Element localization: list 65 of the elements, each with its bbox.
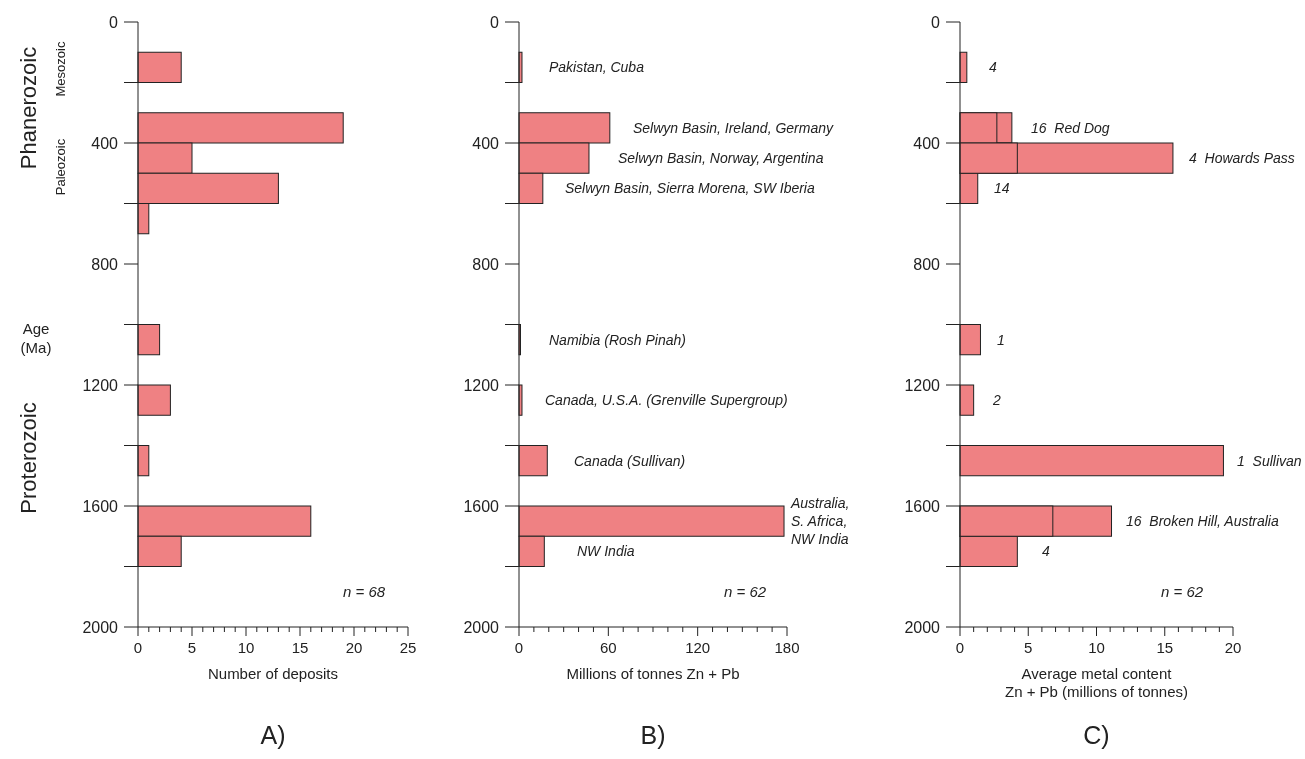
annotation: Selwyn Basin, Ireland, Germany [633, 120, 834, 136]
y-tick-label: 1200 [463, 376, 500, 394]
annotation: Canada (Sullivan) [574, 453, 686, 469]
text: Mesozoic [52, 41, 68, 97]
x-tick-label: 10 [1088, 639, 1105, 656]
x-axis-title: Average metal content Zn + Pb (millions of tonnes) [1005, 665, 1188, 700]
annotation: n = 62 [1161, 582, 1204, 600]
annotation: Selwyn Basin, Sierra Morena, SW Iberia [565, 180, 815, 196]
annotation: 1 [997, 332, 1005, 348]
x-tick-label: 0 [133, 639, 143, 656]
x-axis-title: Millions of tonnes Zn + Pb [566, 665, 740, 682]
y-tick-label: 0 [931, 13, 941, 31]
x-tick-label: 20 [1224, 639, 1242, 656]
annotation: n = 62 [724, 582, 767, 600]
annotation: Namibia (Rosh Pinah) [549, 332, 686, 348]
y-tick-label: 2000 [463, 618, 500, 636]
annotation: 14 [994, 180, 1010, 196]
x-tick-label: 120 [685, 639, 711, 656]
text: C) [1083, 721, 1110, 749]
x-axis-title: Number of deposits [207, 665, 339, 682]
y-tick-label: 800 [913, 255, 941, 273]
y-tick-label: 2000 [82, 618, 119, 636]
y-tick-label: 1200 [82, 376, 119, 394]
x-tick-label: 15 [291, 639, 309, 656]
y-tick-label: 400 [91, 134, 119, 152]
annotation: 4 [989, 59, 997, 75]
x-tick-label: 0 [514, 639, 524, 656]
y-tick-label: 800 [472, 255, 500, 273]
y-tick-label: 400 [913, 134, 941, 152]
y-tick-label: 2000 [904, 618, 941, 636]
x-tick-label: 15 [1156, 639, 1174, 656]
annotation: Canada, U.S.A. (Grenville Supergroup) [545, 392, 788, 408]
annotation: 4 [1042, 543, 1050, 559]
y-tick-label: 400 [472, 134, 500, 152]
annotation: NW India [577, 543, 635, 559]
x-tick-label: 25 [399, 639, 417, 656]
text: Australia, S. Africa, NW India [790, 495, 850, 547]
x-tick-label: 5 [187, 639, 197, 656]
text: Proterozoic [15, 402, 41, 514]
y-axis-title: Age (Ma) [20, 319, 52, 356]
y-tick-label: 0 [109, 13, 119, 31]
text: B) [640, 721, 666, 749]
annotation: 16 Red Dog [1031, 120, 1110, 136]
annotation: Selwyn Basin, Norway, Argentina [618, 150, 824, 166]
annotation: 16 Broken Hill, Australia [1126, 513, 1279, 529]
y-tick-label: 1600 [463, 497, 500, 515]
y-tick-label: 0 [490, 13, 500, 31]
text: A) [260, 721, 286, 749]
x-tick-label: 60 [599, 639, 617, 656]
y-tick-label: 1600 [904, 497, 941, 515]
x-tick-label: 10 [237, 639, 255, 656]
x-tick-label: 20 [345, 639, 363, 656]
text: Phanerozoic [15, 46, 41, 170]
annotation: 2 [992, 392, 1001, 408]
x-tick-label: 5 [1024, 639, 1033, 656]
annotation: Pakistan, Cuba [549, 59, 645, 75]
x-tick-label: 0 [955, 639, 965, 656]
annotation: 4 Howards Pass [1189, 150, 1295, 166]
annotation: n = 68 [343, 582, 386, 600]
x-tick-label: 180 [774, 639, 800, 656]
y-tick-label: 1200 [904, 376, 941, 394]
y-tick-label: 1600 [82, 497, 119, 515]
text: 1 Sullivan [1237, 453, 1302, 469]
text: Paleozoic [52, 138, 68, 196]
y-tick-label: 800 [91, 255, 119, 273]
